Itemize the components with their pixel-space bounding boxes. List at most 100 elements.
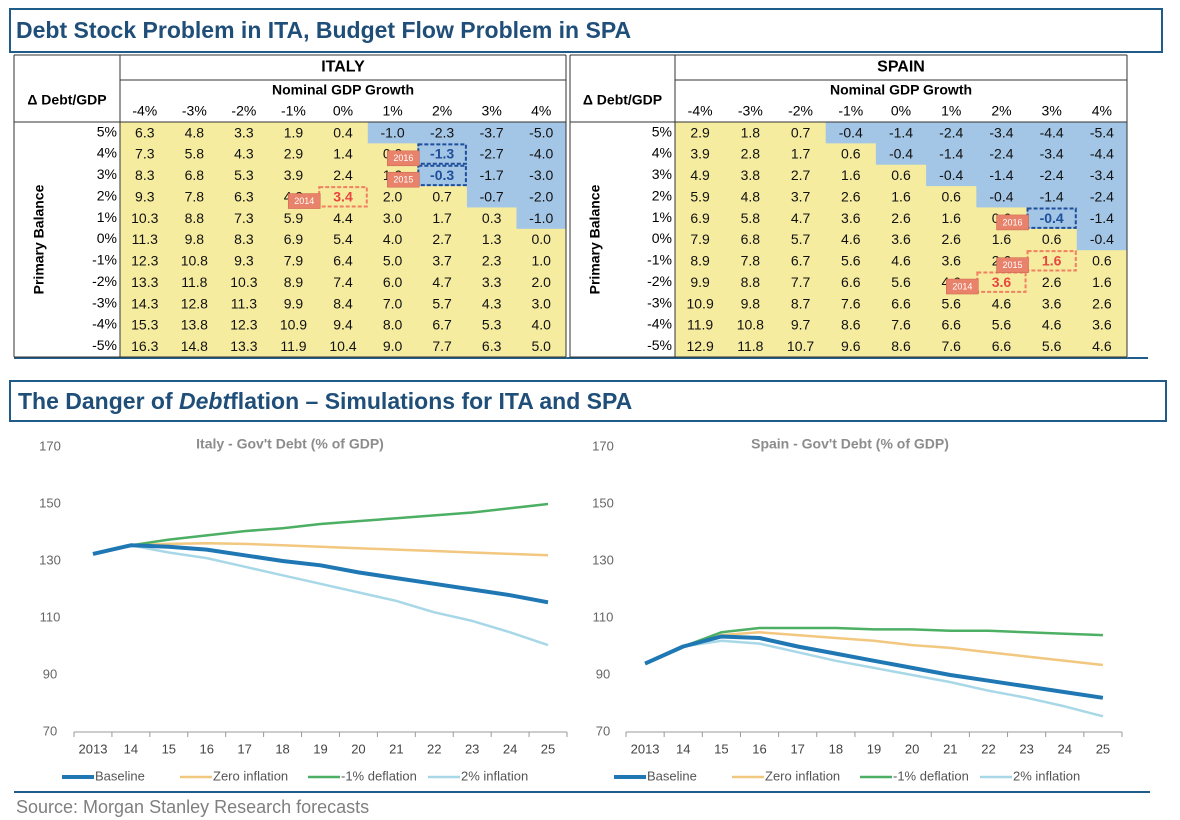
cell-bg xyxy=(417,250,468,273)
cell-bg xyxy=(675,335,726,358)
cell-bg xyxy=(1026,122,1078,144)
column-label: 2% xyxy=(991,103,1011,119)
cell-bg xyxy=(516,164,567,187)
series-line xyxy=(644,626,1103,665)
cell-bg xyxy=(169,292,220,315)
cell-value: -0.3 xyxy=(430,167,454,183)
cell-bg xyxy=(516,271,567,294)
cell-value: 1.6 xyxy=(941,210,961,226)
cell-value: -2.7 xyxy=(480,146,504,162)
cell-bg xyxy=(825,186,877,208)
cell-bg xyxy=(516,228,567,251)
cell-bg xyxy=(825,250,877,273)
year-tag xyxy=(387,171,420,188)
year-tag-label: 2016 xyxy=(1003,217,1023,227)
cell-value: 4.0 xyxy=(531,317,551,333)
cell-value: 6.0 xyxy=(383,274,403,290)
cell-bg xyxy=(268,335,319,358)
column-label: 3% xyxy=(1042,103,1062,119)
cell-value: 11.8 xyxy=(737,338,763,354)
cell-value: 11.8 xyxy=(181,274,207,290)
cell-bg xyxy=(466,207,517,230)
cell-bg xyxy=(875,164,927,187)
cell-bg xyxy=(675,164,726,187)
cell-value: 6.6 xyxy=(891,295,911,311)
cell-value: -1.4 xyxy=(939,146,963,162)
cell-bg xyxy=(775,250,827,273)
cell-value: 6.9 xyxy=(284,231,304,247)
cell-value: 4.6 xyxy=(891,253,911,269)
cell-value: 7.3 xyxy=(234,210,254,226)
cell-value: 14.3 xyxy=(131,295,158,311)
cell-bg xyxy=(516,122,567,144)
cell-value: 1.6 xyxy=(1042,253,1062,269)
series-line xyxy=(644,634,1104,700)
cell-value: 9.0 xyxy=(383,338,403,354)
column-label: -3% xyxy=(738,103,763,119)
cell-value: 3.4 xyxy=(333,188,353,204)
cell-value: 4.7 xyxy=(432,274,452,290)
x-tick-label: 22 xyxy=(981,741,995,756)
cell-value: 5.6 xyxy=(1042,338,1062,354)
cell-bg xyxy=(367,228,418,251)
cell-bg xyxy=(926,143,977,166)
cell-bg xyxy=(516,314,567,337)
cell-bg xyxy=(169,164,220,187)
cell-bg xyxy=(1026,250,1078,273)
cell-value: 3.6 xyxy=(891,231,911,247)
cell-value: 6.6 xyxy=(841,274,861,290)
year-tag-label: 2016 xyxy=(393,153,413,163)
page-title: Debt Stock Problem in ITA, Budget Flow P… xyxy=(16,17,631,43)
cell-bg xyxy=(169,250,220,273)
cell-value: 6.8 xyxy=(185,167,205,183)
cell-value: 1.8 xyxy=(741,124,761,140)
cell-value: 3.6 xyxy=(941,253,961,269)
series-line xyxy=(644,639,1104,718)
cell-bg xyxy=(1076,314,1128,337)
cell-bg xyxy=(268,207,319,230)
cell-value: 10.3 xyxy=(230,274,257,290)
cell-value: -1.4 xyxy=(989,167,1013,183)
x-tick-label: 2013 xyxy=(79,741,108,756)
cell-bg xyxy=(725,250,776,273)
cell-bg xyxy=(1076,186,1128,208)
x-tick-label: 14 xyxy=(124,741,138,756)
x-tick-label: 21 xyxy=(389,741,403,756)
cell-value: 5.9 xyxy=(690,188,710,204)
cell-bg xyxy=(725,335,776,358)
cell-bg xyxy=(268,271,319,294)
cell-bg xyxy=(219,292,270,315)
cell-value: 2.9 xyxy=(690,124,710,140)
table-column-group: Nominal GDP Growth xyxy=(830,82,972,98)
x-tick-label: 23 xyxy=(1019,741,1033,756)
cell-bg xyxy=(1076,335,1128,358)
column-label: 0% xyxy=(333,103,353,119)
series-line xyxy=(92,542,549,557)
cell-value: 9.9 xyxy=(690,274,710,290)
column-label: -2% xyxy=(788,103,813,119)
cell-bg xyxy=(1076,143,1128,166)
cell-bg xyxy=(219,164,270,187)
cell-bg xyxy=(675,292,726,315)
y-tick-label: 70 xyxy=(596,723,610,738)
cell-value: -1.4 xyxy=(1090,210,1114,226)
column-label: -2% xyxy=(231,103,256,119)
cell-value: 2.3 xyxy=(482,253,502,269)
cell-value: 2.7 xyxy=(432,231,452,247)
cell-value: 13.3 xyxy=(131,274,158,290)
cell-bg xyxy=(417,122,468,144)
cell-bg xyxy=(318,164,369,187)
cell-value: 5.0 xyxy=(383,253,403,269)
cell-bg xyxy=(725,228,776,251)
cell-value: 2.4 xyxy=(333,167,353,183)
cell-bg xyxy=(318,271,369,294)
cell-value: 1.4 xyxy=(333,146,353,162)
cell-value: -4.0 xyxy=(529,146,553,162)
cell-bg xyxy=(775,164,827,187)
cell-bg xyxy=(875,250,927,273)
cell-bg xyxy=(1076,228,1128,251)
cell-bg xyxy=(775,143,827,166)
cell-bg xyxy=(1076,207,1128,230)
cell-bg xyxy=(1076,164,1128,187)
